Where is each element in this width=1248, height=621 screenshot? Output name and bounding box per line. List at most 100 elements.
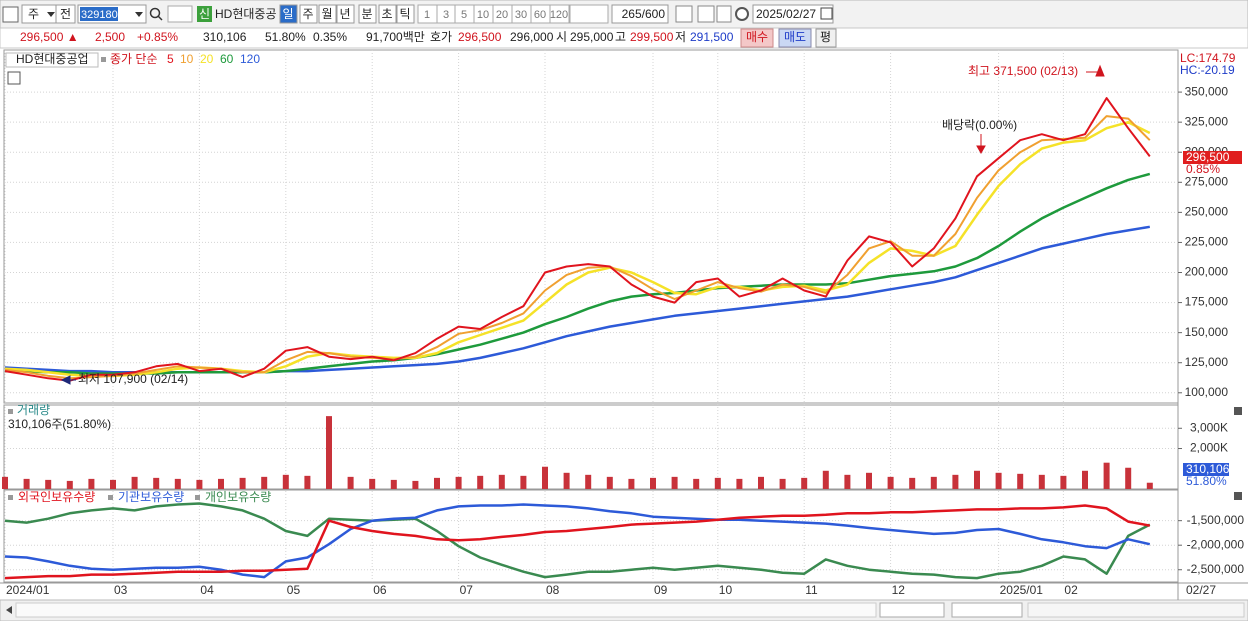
period-label: 년 [339, 7, 350, 21]
tool-icon[interactable] [675, 5, 693, 23]
hc-label: HC:-20.19 [1180, 63, 1235, 77]
quote-sell: 매도 [784, 30, 806, 44]
volume-bar [498, 474, 505, 489]
y-tick-label: 175,000 [1185, 295, 1229, 309]
period-label: 일 [282, 7, 293, 21]
interval-label: 1 [424, 9, 430, 21]
volume-bar [542, 466, 548, 489]
volume-bar [239, 477, 246, 489]
tool-icon[interactable] [697, 5, 715, 23]
volume-bar [952, 474, 959, 489]
volume-bar [822, 470, 829, 489]
quote-bid: 296,000 [510, 30, 554, 44]
last-price-box [1183, 151, 1242, 164]
volume-bar [23, 478, 30, 489]
period-label: 주 [302, 7, 313, 21]
x-tick-label: 07 [460, 583, 474, 597]
market: 주 [28, 7, 39, 21]
x-tick-label: 2024/01 [6, 583, 50, 597]
series-line [4, 502, 1151, 580]
interval-label: 20 [496, 9, 508, 21]
date-box[interactable] [752, 4, 834, 24]
volume-bar [196, 479, 203, 489]
volume-bar [844, 474, 851, 489]
search-icon[interactable] [149, 7, 161, 19]
y-tick-label: 100,000 [1185, 385, 1229, 399]
save-icon[interactable] [716, 5, 732, 23]
volume-bar [628, 478, 635, 489]
volume-bar [887, 476, 894, 489]
count-box[interactable] [611, 4, 669, 24]
settings-icon[interactable] [735, 7, 749, 21]
new-badge-box [197, 6, 212, 22]
volume-bar [110, 479, 116, 489]
scroll-left[interactable] [6, 606, 12, 614]
period-button[interactable] [279, 4, 298, 24]
avg-button[interactable] [815, 28, 837, 48]
annotation: 최고 371,500 (02/13) [968, 64, 1078, 78]
code-selection [80, 7, 118, 21]
x-tick-label: 11 [805, 583, 818, 597]
period-button[interactable] [336, 4, 355, 24]
volume-bar [779, 478, 786, 489]
new-badge: 신 [199, 7, 210, 21]
menu-icon[interactable] [2, 6, 19, 23]
volume-bar [455, 476, 462, 489]
interval-label: 10 [477, 9, 489, 21]
volume-bar [909, 477, 916, 489]
series-line [4, 115, 1151, 380]
interval-label: 60 [534, 9, 546, 21]
prev-button[interactable] [55, 4, 76, 24]
code: 329180 [81, 9, 118, 21]
period-button[interactable] [299, 4, 318, 24]
date: 2025/02/27 [756, 7, 816, 21]
zoom-slider[interactable] [951, 602, 1023, 618]
x-tick-label: 09 [654, 583, 668, 597]
y-tick-label: 275,000 [1185, 174, 1229, 188]
panel-title: 거래량 [17, 403, 50, 417]
volume-bar [347, 476, 354, 489]
x-tick-label: 02 [1064, 583, 1078, 597]
quote-change: 2,500 [95, 30, 125, 44]
legend-entry: 120 [240, 52, 260, 66]
legend-prefix: 종가 단순 [110, 52, 158, 66]
volume-bar [1017, 473, 1024, 489]
series-line [4, 97, 1151, 382]
y-tick-label: -1,500,000 [1187, 513, 1245, 527]
panel-subtitle: 310,106주(51.80%) [8, 417, 111, 431]
period-button[interactable] [358, 4, 377, 24]
sell-button[interactable] [778, 28, 812, 48]
volume-bar [153, 477, 160, 489]
volume-bar [520, 475, 527, 489]
volume-bar [693, 478, 700, 489]
legend-marker [108, 495, 113, 500]
series-line [4, 504, 1151, 580]
volume-bar [326, 416, 332, 489]
quote-high: 299,500 [630, 30, 674, 44]
volume-bar [606, 476, 613, 489]
period-button[interactable] [396, 4, 415, 24]
panel-close[interactable] [1234, 492, 1242, 500]
tool-strip[interactable] [1027, 602, 1245, 618]
interval-button[interactable] [549, 4, 570, 24]
interval-select[interactable] [569, 4, 609, 24]
legend-entry: 20 [200, 52, 214, 66]
volume-bar [45, 479, 52, 489]
chart-title: HD현대중공업 [16, 52, 89, 66]
period-button[interactable] [378, 4, 397, 24]
volume-bar [995, 472, 1002, 489]
quote-volume-pct: 51.80% [265, 30, 306, 44]
x-tick-label: 03 [114, 583, 128, 597]
sound-icon[interactable] [167, 5, 193, 23]
calendar-icon[interactable] [820, 7, 833, 20]
x-last-label: 02/27 [1186, 583, 1216, 597]
panel-close[interactable] [1234, 407, 1242, 415]
period-button[interactable] [318, 4, 337, 24]
nav-buttons[interactable] [879, 602, 945, 618]
volume-bar [282, 474, 289, 489]
buy-button[interactable] [740, 28, 774, 48]
volume-bar [218, 478, 224, 489]
scroll-track[interactable] [15, 602, 877, 618]
volume-bar [974, 470, 980, 489]
quote-ask: 296,500 [458, 30, 502, 44]
